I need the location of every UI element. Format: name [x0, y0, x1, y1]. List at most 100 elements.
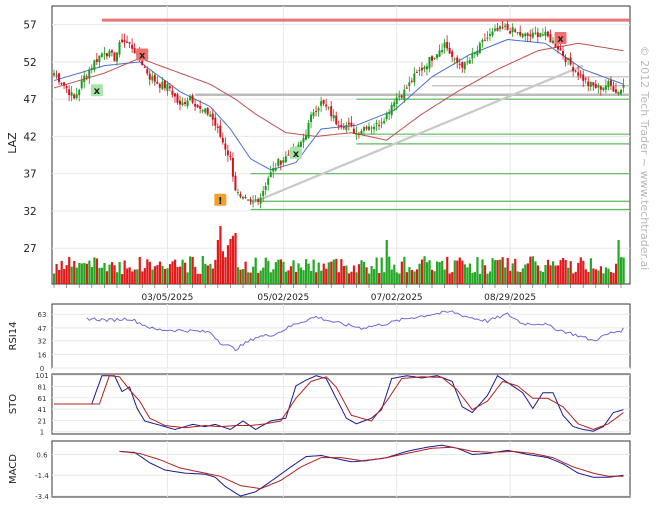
rsi-tick-label: 32 [38, 338, 47, 346]
volume-bar [423, 256, 426, 284]
candle-body [562, 50, 565, 56]
sto-d-line [54, 375, 624, 431]
candle-body [594, 83, 597, 88]
candle-body [612, 86, 615, 92]
volume-bar [501, 257, 504, 284]
volume-bar [184, 262, 187, 284]
candle-body [194, 103, 197, 107]
candle-body [133, 47, 136, 54]
buy-marker-label: x [94, 86, 101, 97]
volume-bar [226, 245, 230, 284]
candle-body [148, 73, 151, 80]
candle-body [312, 112, 315, 117]
volume-bar [491, 258, 494, 284]
candle-body [471, 53, 474, 59]
candle-body [617, 91, 620, 95]
volume-bar [216, 239, 219, 284]
price-axis-label: LAZ [6, 132, 19, 154]
candle-body [408, 82, 411, 87]
watermark: © 2012 Tech Trader ~ www.techtrader.ai [638, 46, 651, 271]
volume-bar [524, 264, 527, 284]
sto-k-line [54, 374, 624, 432]
candle-body [370, 127, 373, 129]
volume-bar [294, 271, 298, 284]
candle-body [355, 132, 358, 135]
volume-bar [398, 273, 401, 284]
candle-body [483, 39, 486, 41]
candle-body [536, 32, 539, 38]
volume-bar [60, 260, 63, 284]
candle-body [60, 82, 63, 85]
volume-bar [136, 269, 139, 284]
alert-marker [214, 193, 227, 206]
candle-body [443, 42, 446, 48]
volume-bar [350, 271, 353, 284]
volume-bar [244, 261, 247, 284]
volume-bar [118, 261, 121, 284]
volume-bar [254, 257, 257, 284]
candle-body [332, 115, 335, 119]
volume-bar [262, 267, 265, 284]
volume-bar [90, 267, 93, 284]
volume-bar [536, 265, 540, 284]
price-tick-label: 27 [23, 243, 36, 255]
volume-bar [199, 273, 202, 284]
candle-body [284, 156, 287, 163]
volume-bar [297, 263, 300, 284]
candle-body [325, 104, 328, 107]
volume-bar [572, 273, 575, 284]
volume-bar [541, 272, 545, 284]
candle-body [105, 53, 108, 57]
price-tick-label: 47 [23, 94, 36, 106]
candle-body [385, 113, 388, 120]
volume-bar [373, 269, 376, 284]
candle-body [123, 40, 126, 43]
candle-body [368, 126, 370, 131]
volume-bar [599, 266, 603, 284]
volume-bar [355, 272, 358, 284]
rsi-tick-label: 63 [38, 311, 47, 319]
candle-body [393, 102, 396, 107]
volume-bar [257, 272, 260, 284]
volume-bar [592, 268, 595, 284]
candle-body [584, 78, 587, 80]
candle-body [80, 80, 83, 89]
candle-body [496, 27, 499, 31]
volume-bar [415, 269, 419, 284]
candle-body [85, 76, 88, 78]
volume-bar [128, 267, 131, 284]
volume-bar [526, 263, 529, 284]
candle-body [350, 122, 353, 127]
volume-bar [292, 260, 295, 284]
candle-body [219, 125, 222, 137]
volume-bar [441, 261, 444, 284]
volume-bar [179, 266, 182, 284]
candle-body [544, 31, 547, 36]
volume-bar [340, 259, 343, 284]
volume-bar [209, 263, 212, 284]
volume-bar [531, 256, 534, 284]
volume-bar [368, 273, 371, 284]
volume-bar [141, 271, 144, 284]
candle-body [68, 89, 71, 96]
volume-bar [383, 272, 386, 284]
candle-body [453, 58, 456, 60]
candle-body [481, 40, 484, 43]
candle-body [264, 185, 267, 191]
volume-bar [80, 263, 83, 284]
volume-bar [587, 272, 590, 284]
volume-bar [53, 273, 56, 284]
volume-bar [471, 272, 474, 284]
volume-bar [436, 261, 439, 284]
candle-body [267, 178, 270, 185]
candle-body [216, 126, 219, 129]
volume-bar [347, 273, 351, 284]
volume-bar [602, 273, 605, 284]
rsi-line [86, 310, 624, 352]
rsi-tick-label: 0 [40, 365, 44, 373]
candle-body [128, 42, 131, 44]
candle-body [95, 59, 98, 62]
candle-body [516, 32, 519, 34]
candle-body [244, 196, 247, 199]
volume-bar [509, 270, 512, 284]
